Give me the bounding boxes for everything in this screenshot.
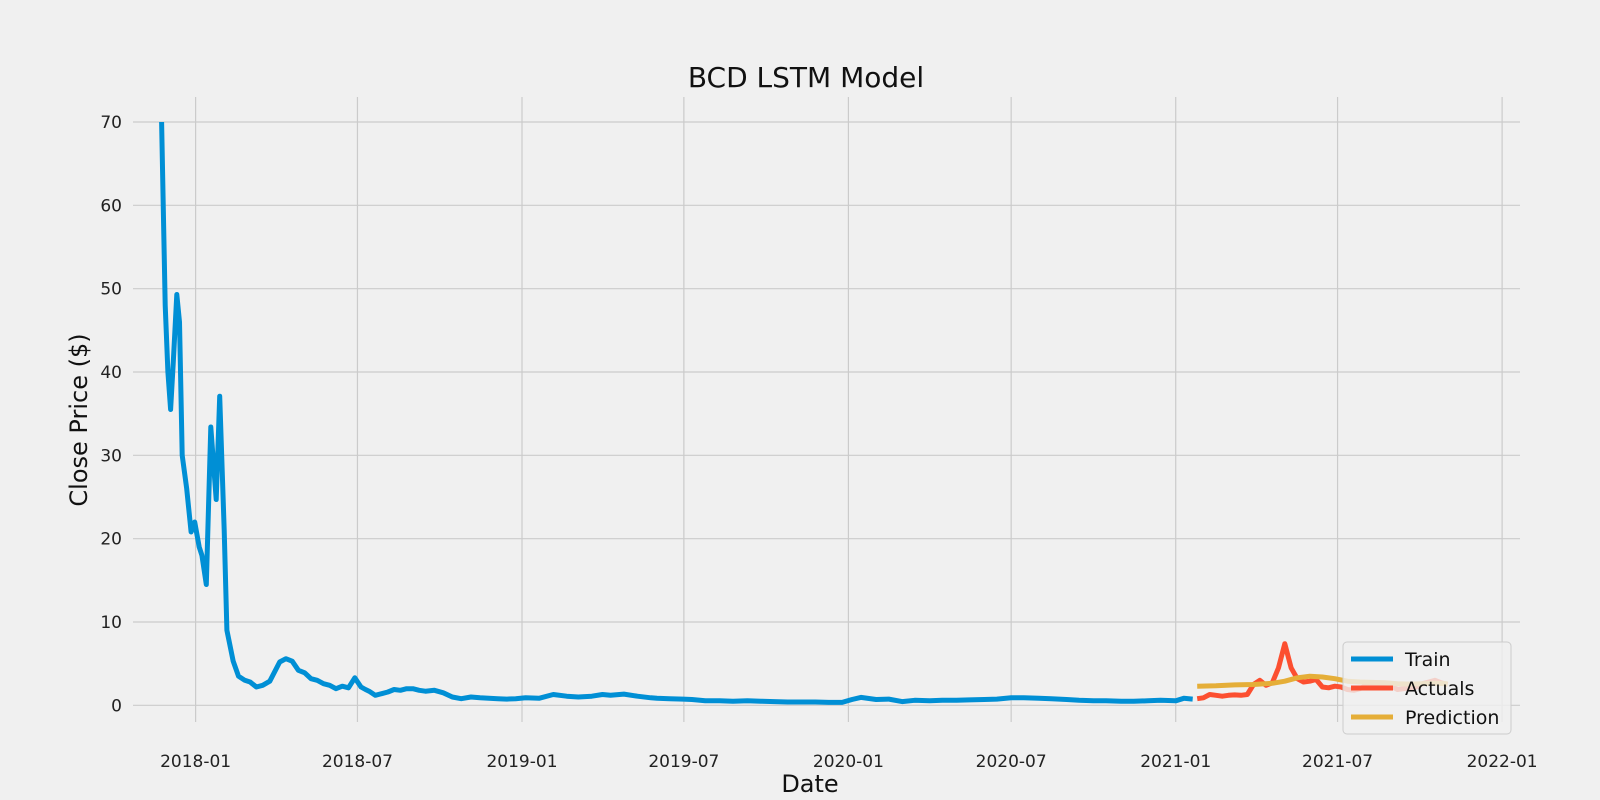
x-tick-label: 2018-07 [322, 752, 393, 772]
x-tick-label: 2021-07 [1302, 752, 1373, 772]
legend-label: Actuals [1405, 678, 1474, 700]
legend-box [1342, 641, 1512, 735]
x-tick-label: 2018-01 [160, 752, 231, 772]
x-tick-label: 2020-01 [813, 752, 884, 772]
y-tick-label: 20 [100, 530, 122, 550]
x-tick-label: 2022-01 [1467, 752, 1538, 772]
x-tick-label: 2019-07 [648, 752, 719, 772]
tick-labels: 0 10 20 30 40 50 60 70 2018-01 2018-07 2019-01 2019… [100, 113, 1537, 772]
grid-lines [133, 97, 1520, 722]
legend: Train Actuals Prediction [1342, 641, 1512, 735]
x-tick-label: 2021-01 [1140, 752, 1211, 772]
y-tick-label: 10 [100, 613, 122, 633]
y-tick-label: 40 [100, 363, 122, 383]
y-tick-label: 30 [100, 446, 122, 466]
x-tick-label: 2020-07 [976, 752, 1047, 772]
y-tick-label: 0 [111, 696, 122, 716]
chart-title: BCD LSTM Model [688, 61, 924, 94]
y-tick-label: 50 [100, 280, 122, 300]
y-tick-label: 60 [100, 196, 122, 216]
y-tick-label: 70 [100, 113, 122, 133]
x-axis-title: Date [781, 770, 838, 798]
series-line-train [159, 121, 1193, 705]
y-axis-title: Close Price ($) [65, 333, 93, 506]
legend-label: Train [1404, 649, 1451, 671]
legend-label: Prediction [1405, 707, 1499, 729]
x-tick-label: 2019-01 [486, 752, 557, 772]
